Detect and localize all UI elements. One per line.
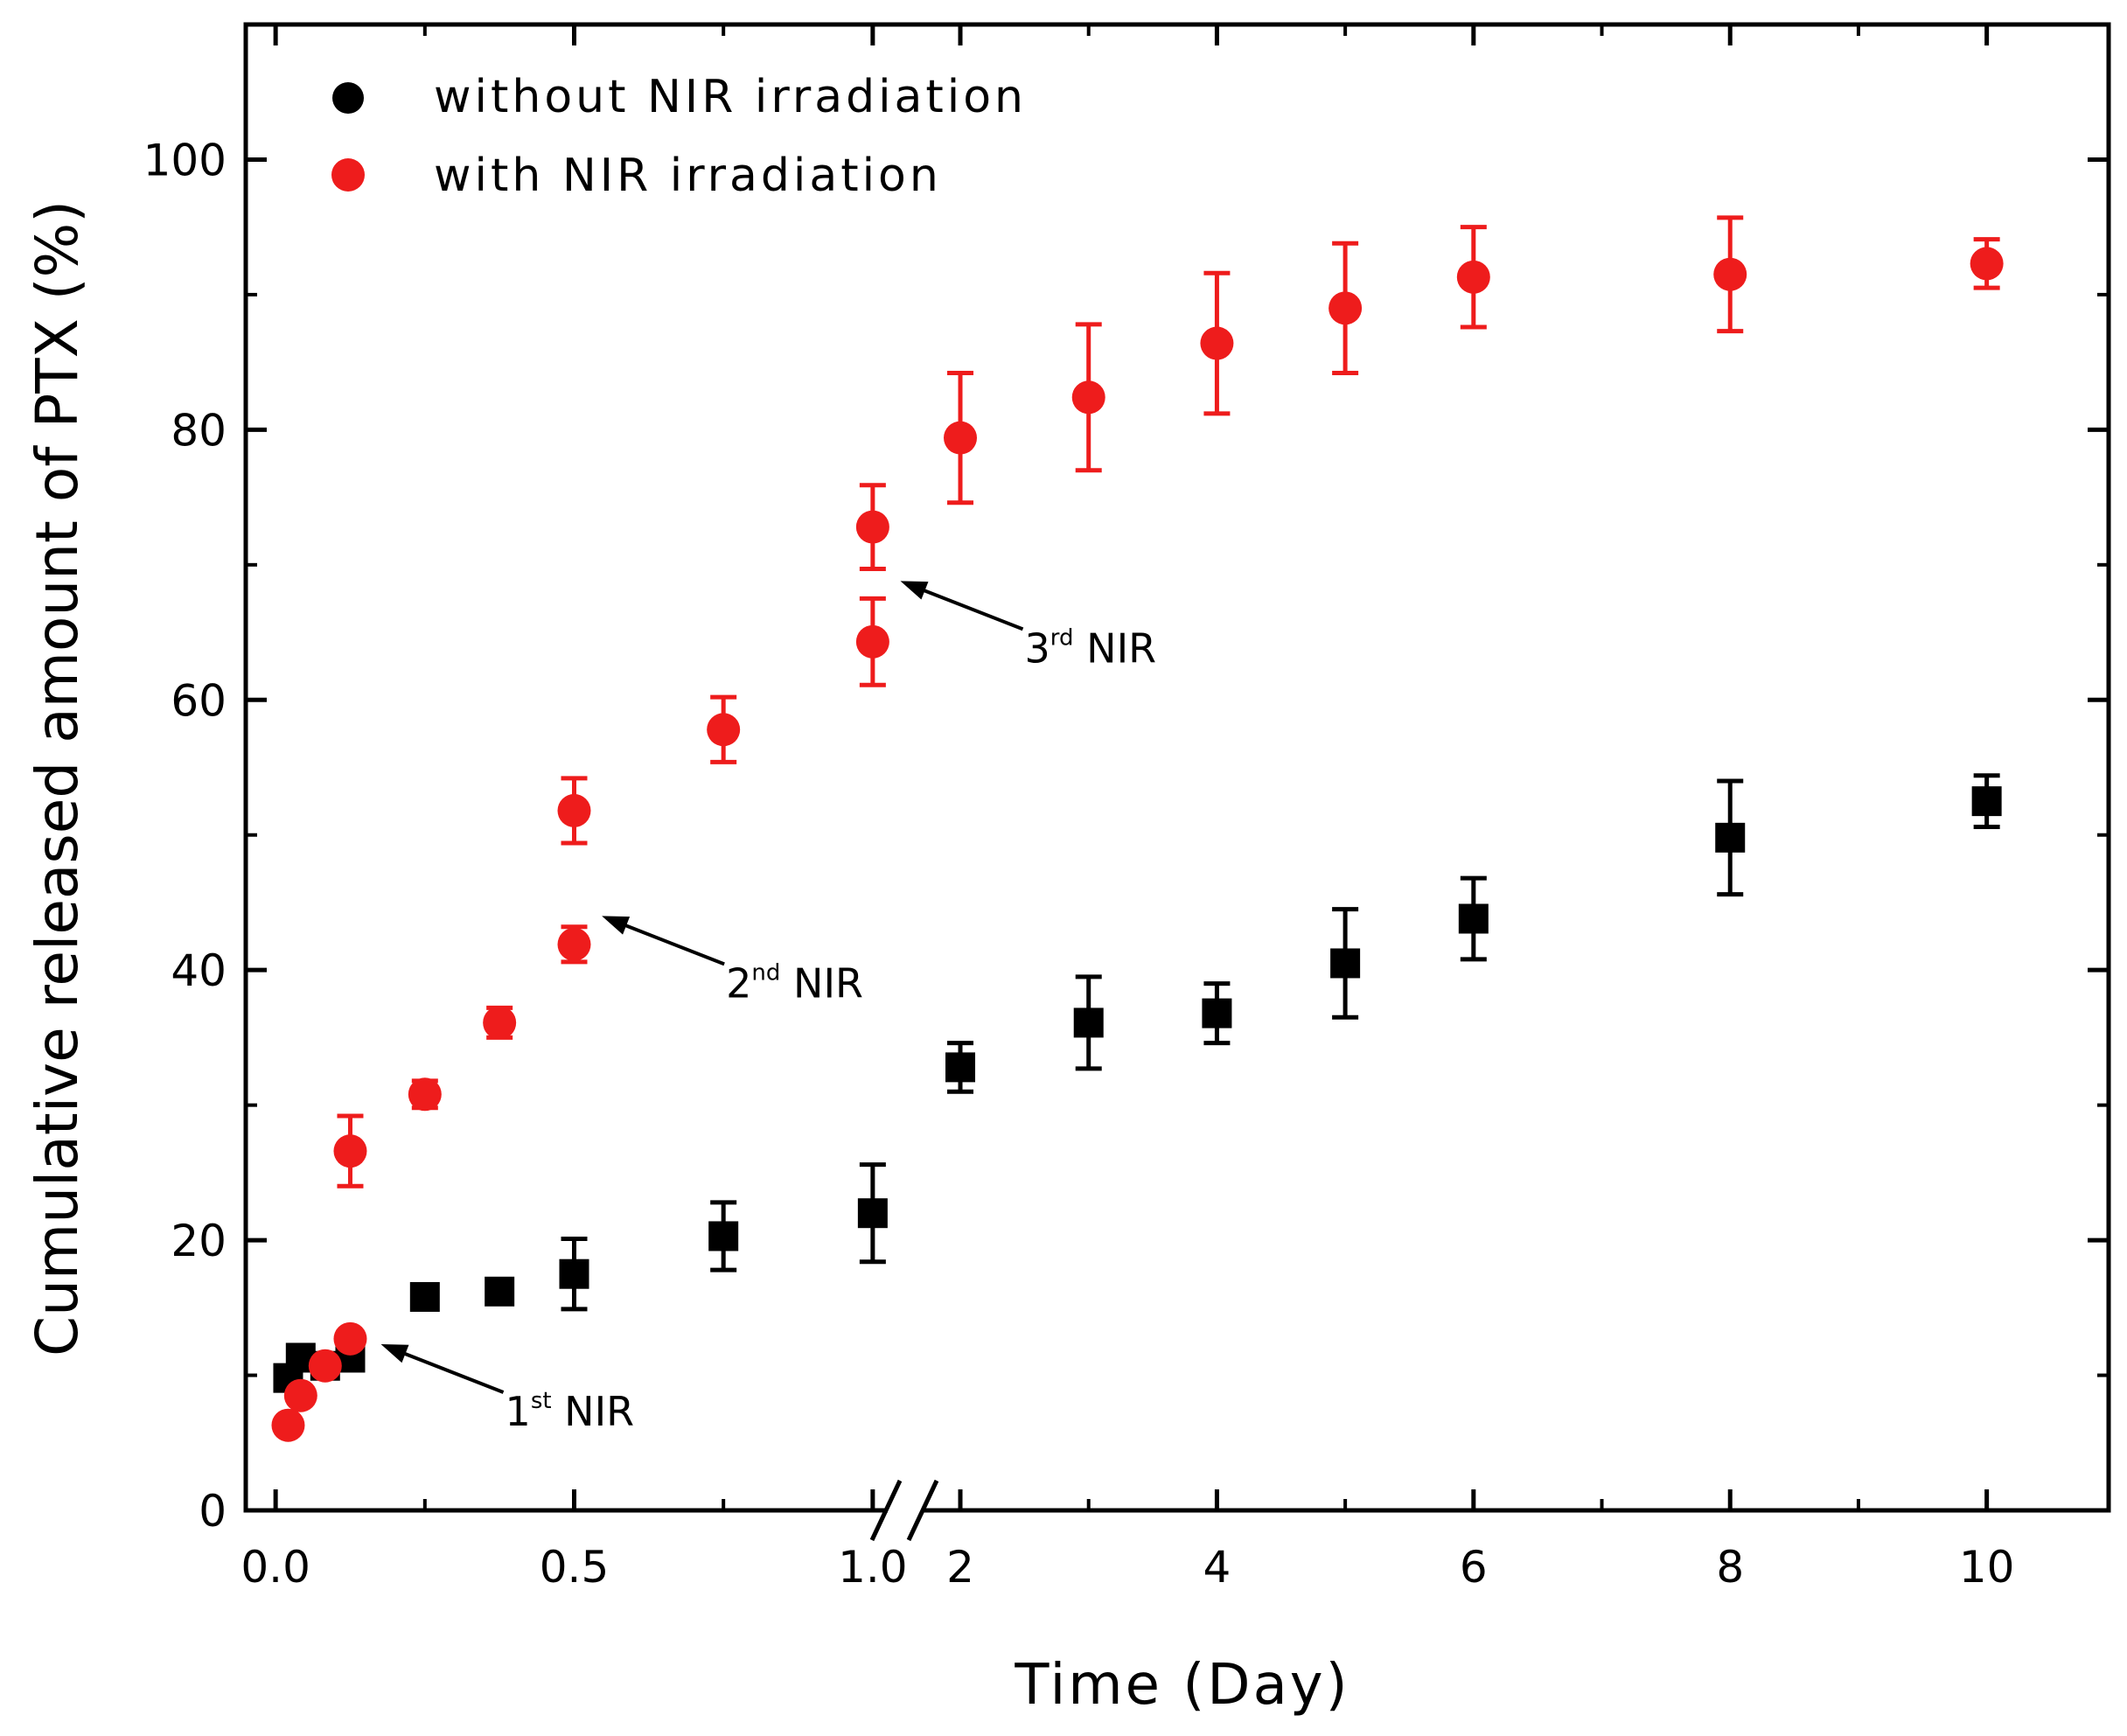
- annotation-label: 3rd NIR: [1025, 624, 1157, 672]
- y-tick-label: 60: [171, 675, 227, 726]
- annotation-arrow-line: [397, 1349, 505, 1394]
- data-point: [1713, 257, 1747, 291]
- legend-label-with-nir: with NIR irradiation: [434, 150, 942, 202]
- axis-break-mark: [906, 1479, 939, 1542]
- data-point: [1715, 822, 1746, 853]
- y-tick-label: 20: [171, 1216, 227, 1266]
- data-point: [1071, 380, 1105, 415]
- annotation-label: 1st NIR: [506, 1388, 635, 1435]
- y-tick-label: 80: [171, 405, 227, 456]
- y-tick-label: 0: [199, 1486, 227, 1537]
- plot-frame: [243, 22, 2111, 1513]
- data-point: [855, 510, 889, 544]
- data-point: [557, 793, 591, 827]
- data-point: [1200, 326, 1234, 360]
- x-tick-label: 0.0: [241, 1542, 310, 1593]
- y-tick-label: 40: [171, 945, 227, 996]
- legend-marker-without-nir: [332, 82, 364, 114]
- data-point: [1458, 903, 1489, 934]
- annotation-nir-2: 2nd NIR: [602, 916, 863, 1007]
- data-point: [271, 1408, 305, 1442]
- x-tick-label: 6: [1460, 1542, 1488, 1593]
- annotation-arrow-head: [380, 1344, 409, 1363]
- data-point: [408, 1077, 442, 1112]
- series-with-nir: [271, 215, 2004, 1442]
- data-point: [1330, 948, 1361, 979]
- data-point: [483, 1006, 517, 1040]
- data-point: [1329, 291, 1363, 325]
- data-point: [944, 421, 978, 455]
- data-point: [1202, 998, 1232, 1028]
- data-point: [707, 713, 741, 747]
- series-without-nir: [273, 773, 2002, 1393]
- data-point: [855, 624, 889, 659]
- legend-label-without-nir: without NIR irradiation: [434, 71, 1027, 123]
- x-tick-label: 0.5: [540, 1542, 610, 1593]
- x-tick-label: 1.0: [838, 1542, 908, 1593]
- x-tick-label: 4: [1203, 1542, 1231, 1593]
- data-point: [557, 927, 591, 961]
- annotation-arrow-line: [618, 921, 725, 966]
- data-point: [559, 1258, 589, 1289]
- annotation-arrow-head: [602, 916, 631, 935]
- data-point: [1456, 260, 1490, 294]
- data-point: [485, 1276, 515, 1307]
- x-tick-label: 2: [946, 1542, 974, 1593]
- annotation-nir-1: 1st NIR: [380, 1344, 635, 1435]
- data-point: [945, 1052, 976, 1083]
- annotation-label: 2nd NIR: [726, 959, 863, 1007]
- axis-break-gap: [888, 1502, 923, 1519]
- y-tick-label: 100: [143, 135, 227, 185]
- data-point: [1971, 786, 2002, 817]
- annotation-arrow-line: [917, 586, 1024, 631]
- data-point: [308, 1349, 342, 1383]
- annotation-nir-3: 3rd NIR: [900, 581, 1157, 672]
- data-point: [283, 1378, 317, 1412]
- data-point: [333, 1134, 367, 1168]
- y-axis-title: Cumulative released amount of PTX (%): [24, 200, 91, 1356]
- data-point: [857, 1198, 888, 1229]
- x-axis-title: Time (Day): [1014, 1653, 1349, 1718]
- x-tick-label: 8: [1716, 1542, 1744, 1593]
- data-point: [1073, 1007, 1104, 1038]
- annotation-arrow-head: [900, 581, 929, 600]
- data-point: [333, 1321, 367, 1356]
- x-tick-label: 10: [1959, 1542, 2015, 1593]
- data-point: [1970, 247, 2004, 281]
- data-point: [708, 1221, 739, 1251]
- legend-marker-with-nir: [331, 158, 365, 192]
- data-point: [409, 1281, 440, 1312]
- legend: without NIR irradiation with NIR irradia…: [331, 71, 1027, 202]
- axis-break-mark: [869, 1479, 903, 1542]
